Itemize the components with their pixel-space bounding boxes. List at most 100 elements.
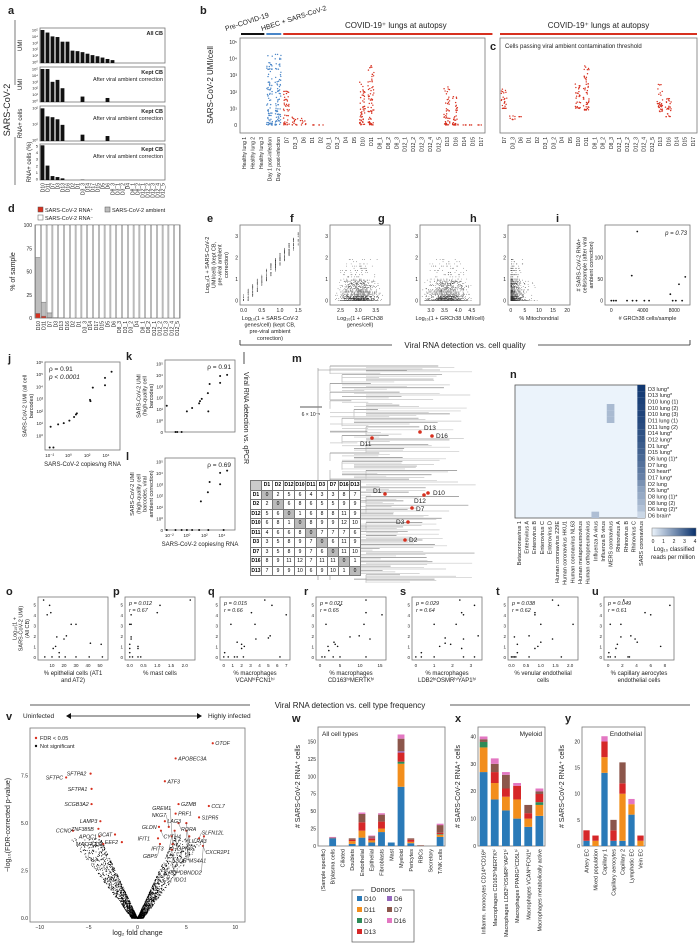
stacked-bar-RNA- — [75, 224, 82, 319]
cell-point — [346, 298, 348, 299]
cell-point — [470, 300, 472, 302]
cell-point — [358, 298, 360, 299]
cell-point — [445, 288, 446, 290]
cell-point — [360, 123, 363, 125]
bar-D3 — [55, 177, 60, 180]
cell-point — [269, 63, 272, 66]
tick-label: 10⁰ — [32, 138, 38, 143]
cell-point — [359, 102, 361, 104]
cell-point — [660, 104, 663, 106]
cell-point — [278, 98, 281, 100]
cell-point — [275, 262, 276, 264]
cell-point — [440, 281, 441, 283]
cell-point — [520, 272, 522, 273]
cell-point — [356, 297, 357, 298]
cell-point — [279, 262, 281, 263]
cell-point — [367, 292, 369, 294]
y-axis-label: UMI/cell) (kept CB, — [211, 241, 217, 288]
cell-point — [350, 263, 352, 265]
cell-point — [459, 290, 461, 292]
tick-label: 20 — [564, 308, 570, 314]
cell-point — [360, 265, 362, 267]
cell-point — [359, 293, 361, 295]
cell-point — [363, 283, 365, 284]
cell-point — [459, 296, 460, 297]
cell-point — [462, 296, 463, 297]
category-label: D7 — [48, 321, 54, 328]
category-label: Day 2 post-infection — [276, 137, 282, 181]
cell-point — [348, 290, 349, 292]
cell-point — [436, 280, 438, 282]
cell-point — [347, 296, 349, 297]
cell-point — [455, 111, 458, 113]
cell-point — [504, 89, 507, 92]
cell-point — [356, 285, 358, 286]
cell-point — [366, 293, 368, 295]
cell-point — [660, 83, 662, 86]
cell-point — [501, 107, 504, 110]
cell-point — [444, 284, 445, 285]
cell-point — [363, 263, 365, 265]
cell-point — [521, 289, 523, 291]
cell-point — [279, 65, 281, 67]
cell-point — [370, 300, 371, 302]
cell-point — [343, 289, 345, 291]
category-label: D3 — [53, 321, 59, 328]
cell-point — [519, 284, 520, 285]
cell-point — [437, 296, 439, 297]
cell-point — [431, 300, 432, 302]
cell-point — [446, 289, 447, 291]
cell-point — [443, 285, 444, 286]
cell-point — [363, 95, 366, 98]
cell-point — [372, 104, 374, 106]
bar-D10 — [40, 145, 45, 180]
cell-point — [440, 298, 442, 299]
cell-point — [510, 276, 512, 278]
cell-point — [359, 119, 361, 121]
cell-point — [293, 118, 295, 120]
cell-point — [352, 296, 354, 297]
cell-point — [447, 292, 449, 294]
cell-point — [512, 115, 514, 117]
category-label: D15 — [470, 137, 476, 146]
cell-point — [267, 86, 269, 89]
cell-point — [461, 298, 462, 299]
cell-point — [442, 289, 444, 291]
cell-point — [276, 88, 279, 90]
cell-point — [516, 286, 517, 287]
cell-point — [270, 266, 272, 268]
cell-point — [457, 297, 458, 298]
cell-point — [445, 263, 447, 265]
cell-point — [374, 286, 375, 287]
cell-point — [657, 88, 659, 90]
cell-point — [261, 278, 263, 279]
cell-point — [461, 285, 463, 286]
cell-point — [357, 280, 358, 282]
cell-point — [661, 108, 663, 110]
cell-point — [266, 277, 267, 279]
cell-point — [360, 289, 361, 291]
cell-point — [374, 300, 375, 302]
cell-point — [368, 123, 371, 125]
cell-point — [353, 281, 354, 283]
stacked-bar-RNA- — [81, 224, 87, 319]
cell-point — [351, 281, 352, 283]
cell-point — [348, 296, 350, 297]
category-label: D8_1 — [592, 137, 598, 149]
cell-point — [362, 123, 364, 126]
cell-point — [585, 76, 588, 79]
cell-point — [288, 103, 290, 106]
cell-point — [578, 90, 580, 93]
cell-point — [357, 286, 359, 287]
cell-point — [271, 112, 273, 114]
cell-point — [421, 296, 423, 297]
cell-point — [354, 294, 356, 296]
cell-point — [339, 281, 341, 283]
cell-point — [451, 279, 452, 281]
cell-point — [367, 69, 370, 71]
cell-point — [363, 285, 365, 286]
cell-point — [360, 114, 362, 116]
category-label: Healthy lung 2 — [251, 137, 257, 169]
cell-point — [340, 279, 342, 281]
category-label: D4 — [560, 137, 566, 144]
